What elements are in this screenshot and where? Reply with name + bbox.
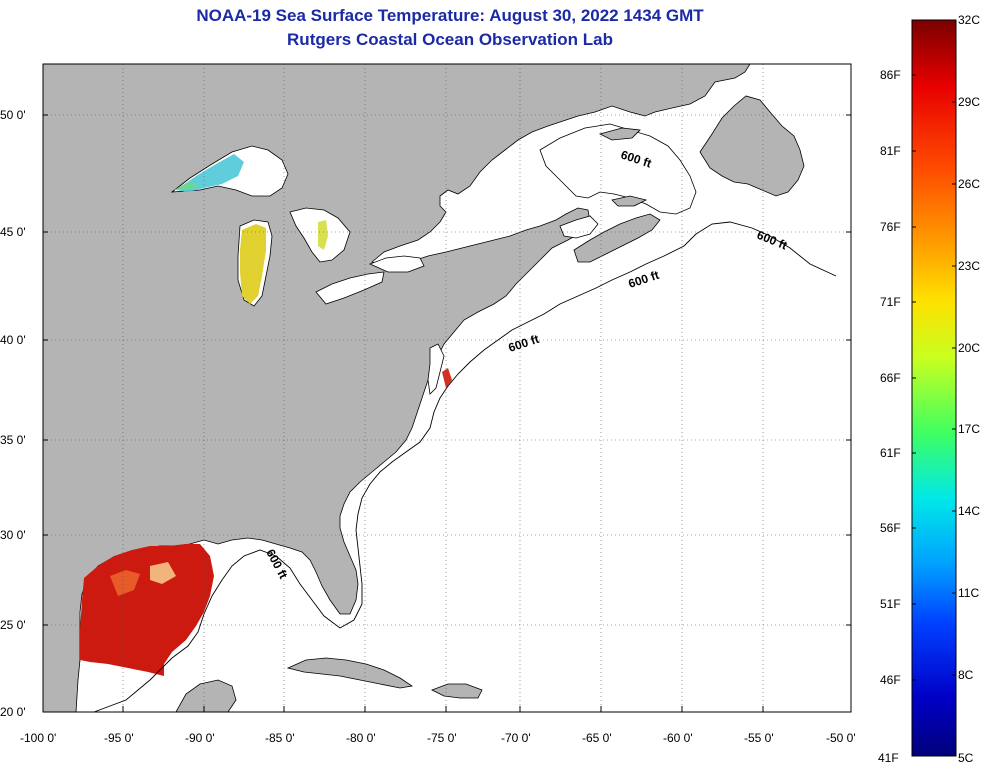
colorbar-celsius-label: 5C: [958, 751, 974, 765]
lon-tick-label: -95 0': [104, 731, 134, 745]
land-newfoundland: [699, 95, 805, 197]
lon-tick-label: -75 0': [427, 731, 457, 745]
bay-of-fundy: [559, 215, 599, 239]
colorbar-celsius-label: 32C: [958, 13, 980, 27]
colorbar-celsius-label: 14C: [958, 504, 980, 518]
sst-gulf-speckle-2: [150, 562, 176, 584]
lon-tick-label: -100 0': [20, 731, 56, 745]
graticule: [43, 64, 851, 712]
lon-tick-label: -65 0': [582, 731, 612, 745]
colorbar: [911, 19, 957, 757]
lon-tick-label: -85 0': [265, 731, 295, 745]
colorbar-fahrenheit-label: 46F: [880, 673, 901, 687]
colorbar-fahrenheit-label: 81F: [880, 144, 901, 158]
lon-tick-label: -80 0': [346, 731, 376, 745]
land-anticosti: [598, 127, 641, 141]
colorbar-celsius-label: 8C: [958, 668, 974, 682]
colorbar-fahrenheit-label: 86F: [880, 68, 901, 82]
lat-tick-label: 45 0': [0, 225, 26, 239]
chesapeake-bay: [427, 343, 445, 395]
sst-gulf-speckle: [110, 570, 140, 596]
colorbar-celsius-label: 17C: [958, 422, 980, 436]
lat-tick-label: 35 0': [0, 433, 26, 447]
colorbar-fahrenheit-label: 61F: [880, 446, 901, 460]
lon-tick-label: -60 0': [663, 731, 693, 745]
colorbar-fahrenheit-label: 66F: [880, 371, 901, 385]
land-hispaniola: [431, 683, 483, 699]
lon-tick-label: -50 0': [826, 731, 856, 745]
sst-chesapeake: [442, 368, 452, 388]
lake-ontario: [368, 255, 425, 273]
sst-lake-superior: [176, 154, 244, 192]
colorbar-celsius-label: 26C: [958, 177, 980, 191]
sst-lake-superior-west: [174, 182, 200, 190]
colorbar-fahrenheit-label: 56F: [880, 521, 901, 535]
colorbar-fahrenheit-label: 41F: [878, 751, 899, 765]
lon-tick-label: -90 0': [185, 731, 215, 745]
lake-erie: [315, 271, 385, 305]
colorbar-celsius-label: 23C: [958, 259, 980, 273]
chart-title: NOAA-19 Sea Surface Temperature: August …: [196, 6, 704, 25]
colorbar-celsius-label: 29C: [958, 95, 980, 109]
sst-lake-huron-strip: [318, 220, 328, 250]
lon-tick-label: -55 0': [744, 731, 774, 745]
land-yucatan: [175, 679, 237, 712]
lat-tick-label: 50 0': [0, 108, 26, 122]
isobath-600ft: [93, 221, 837, 712]
chart-subtitle: Rutgers Coastal Ocean Observation Lab: [287, 30, 613, 49]
land-pei: [611, 195, 648, 207]
land-cuba: [286, 657, 414, 689]
lon-tick-label: -70 0': [501, 731, 531, 745]
colorbar-celsius-label: 20C: [958, 341, 980, 355]
colorbar-fahrenheit-label: 51F: [880, 597, 901, 611]
lat-tick-label: 40 0': [0, 333, 26, 347]
land-nova-scotia: [573, 213, 661, 263]
colorbar-celsius-label: 11C: [958, 586, 979, 600]
sst-lake-michigan: [240, 224, 266, 304]
map-frame: [42, 63, 852, 713]
lon-axis: [42, 706, 852, 712]
lat-axis: [43, 114, 851, 713]
lat-tick-label: 30 0': [0, 528, 26, 542]
lat-tick-label: 25 0': [0, 618, 26, 632]
lat-tick-label: 20 0': [0, 705, 26, 719]
colorbar-fahrenheit-label: 71F: [880, 295, 901, 309]
colorbar-ticks: [912, 74, 956, 681]
colorbar-fahrenheit-label: 76F: [880, 220, 901, 234]
